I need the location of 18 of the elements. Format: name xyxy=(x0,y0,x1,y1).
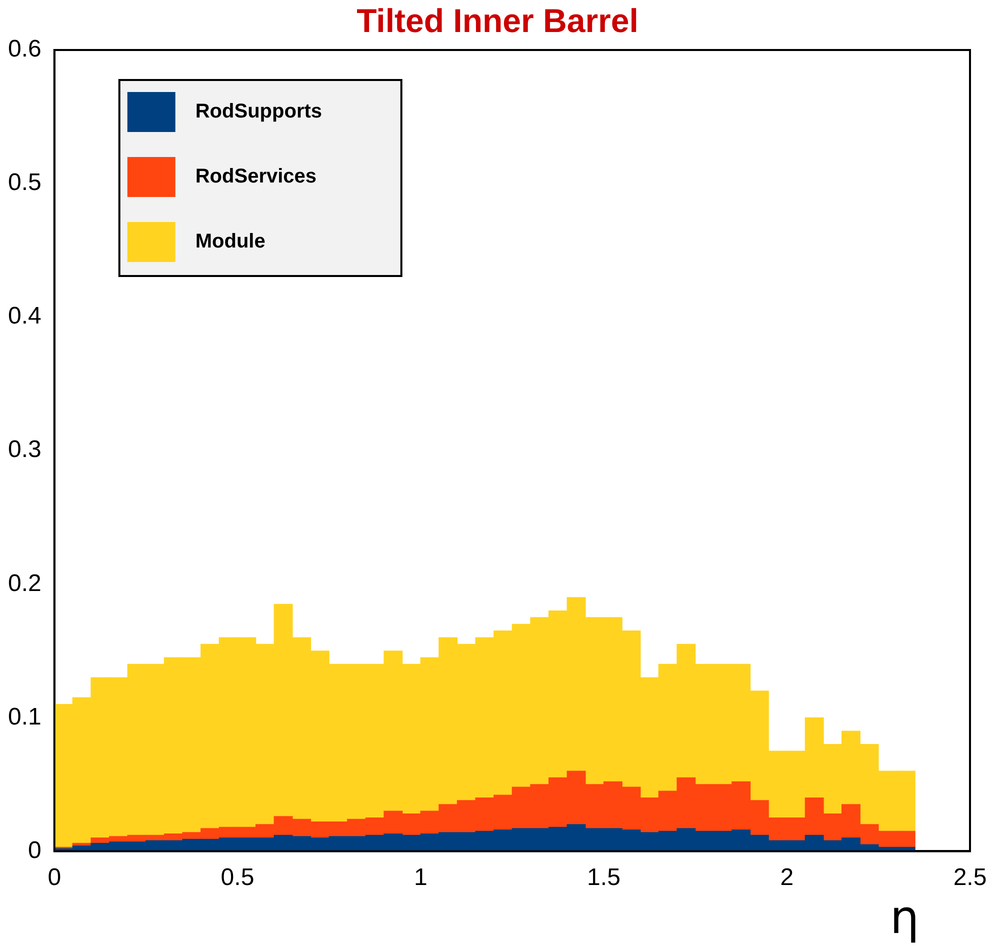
legend-label: RodServices xyxy=(195,166,317,188)
x-tick-label: 1 xyxy=(414,864,428,892)
x-tick-label: 0 xyxy=(48,864,62,892)
legend-label: Module xyxy=(195,230,266,253)
y-tick-label: 0.6 xyxy=(8,36,42,63)
x-tick-label: 0.5 xyxy=(220,864,254,892)
y-tick-label: 0.5 xyxy=(8,169,42,196)
y-tick-label: 0.1 xyxy=(8,703,42,730)
y-tick-label: 0.2 xyxy=(8,570,42,597)
y-tick-label: 0.3 xyxy=(8,436,42,464)
x-axis-title: η xyxy=(890,890,920,944)
y-tick-label: 0.4 xyxy=(8,302,42,330)
legend-label: RodSupports xyxy=(195,100,322,123)
x-tick-label: 1.5 xyxy=(587,864,620,892)
x-tick-label: 2.5 xyxy=(953,864,987,892)
chart-title: Tilted Inner Barrel xyxy=(356,2,638,39)
x-tick-label: 2 xyxy=(780,864,794,892)
y-tick-label: 0 xyxy=(28,836,42,864)
